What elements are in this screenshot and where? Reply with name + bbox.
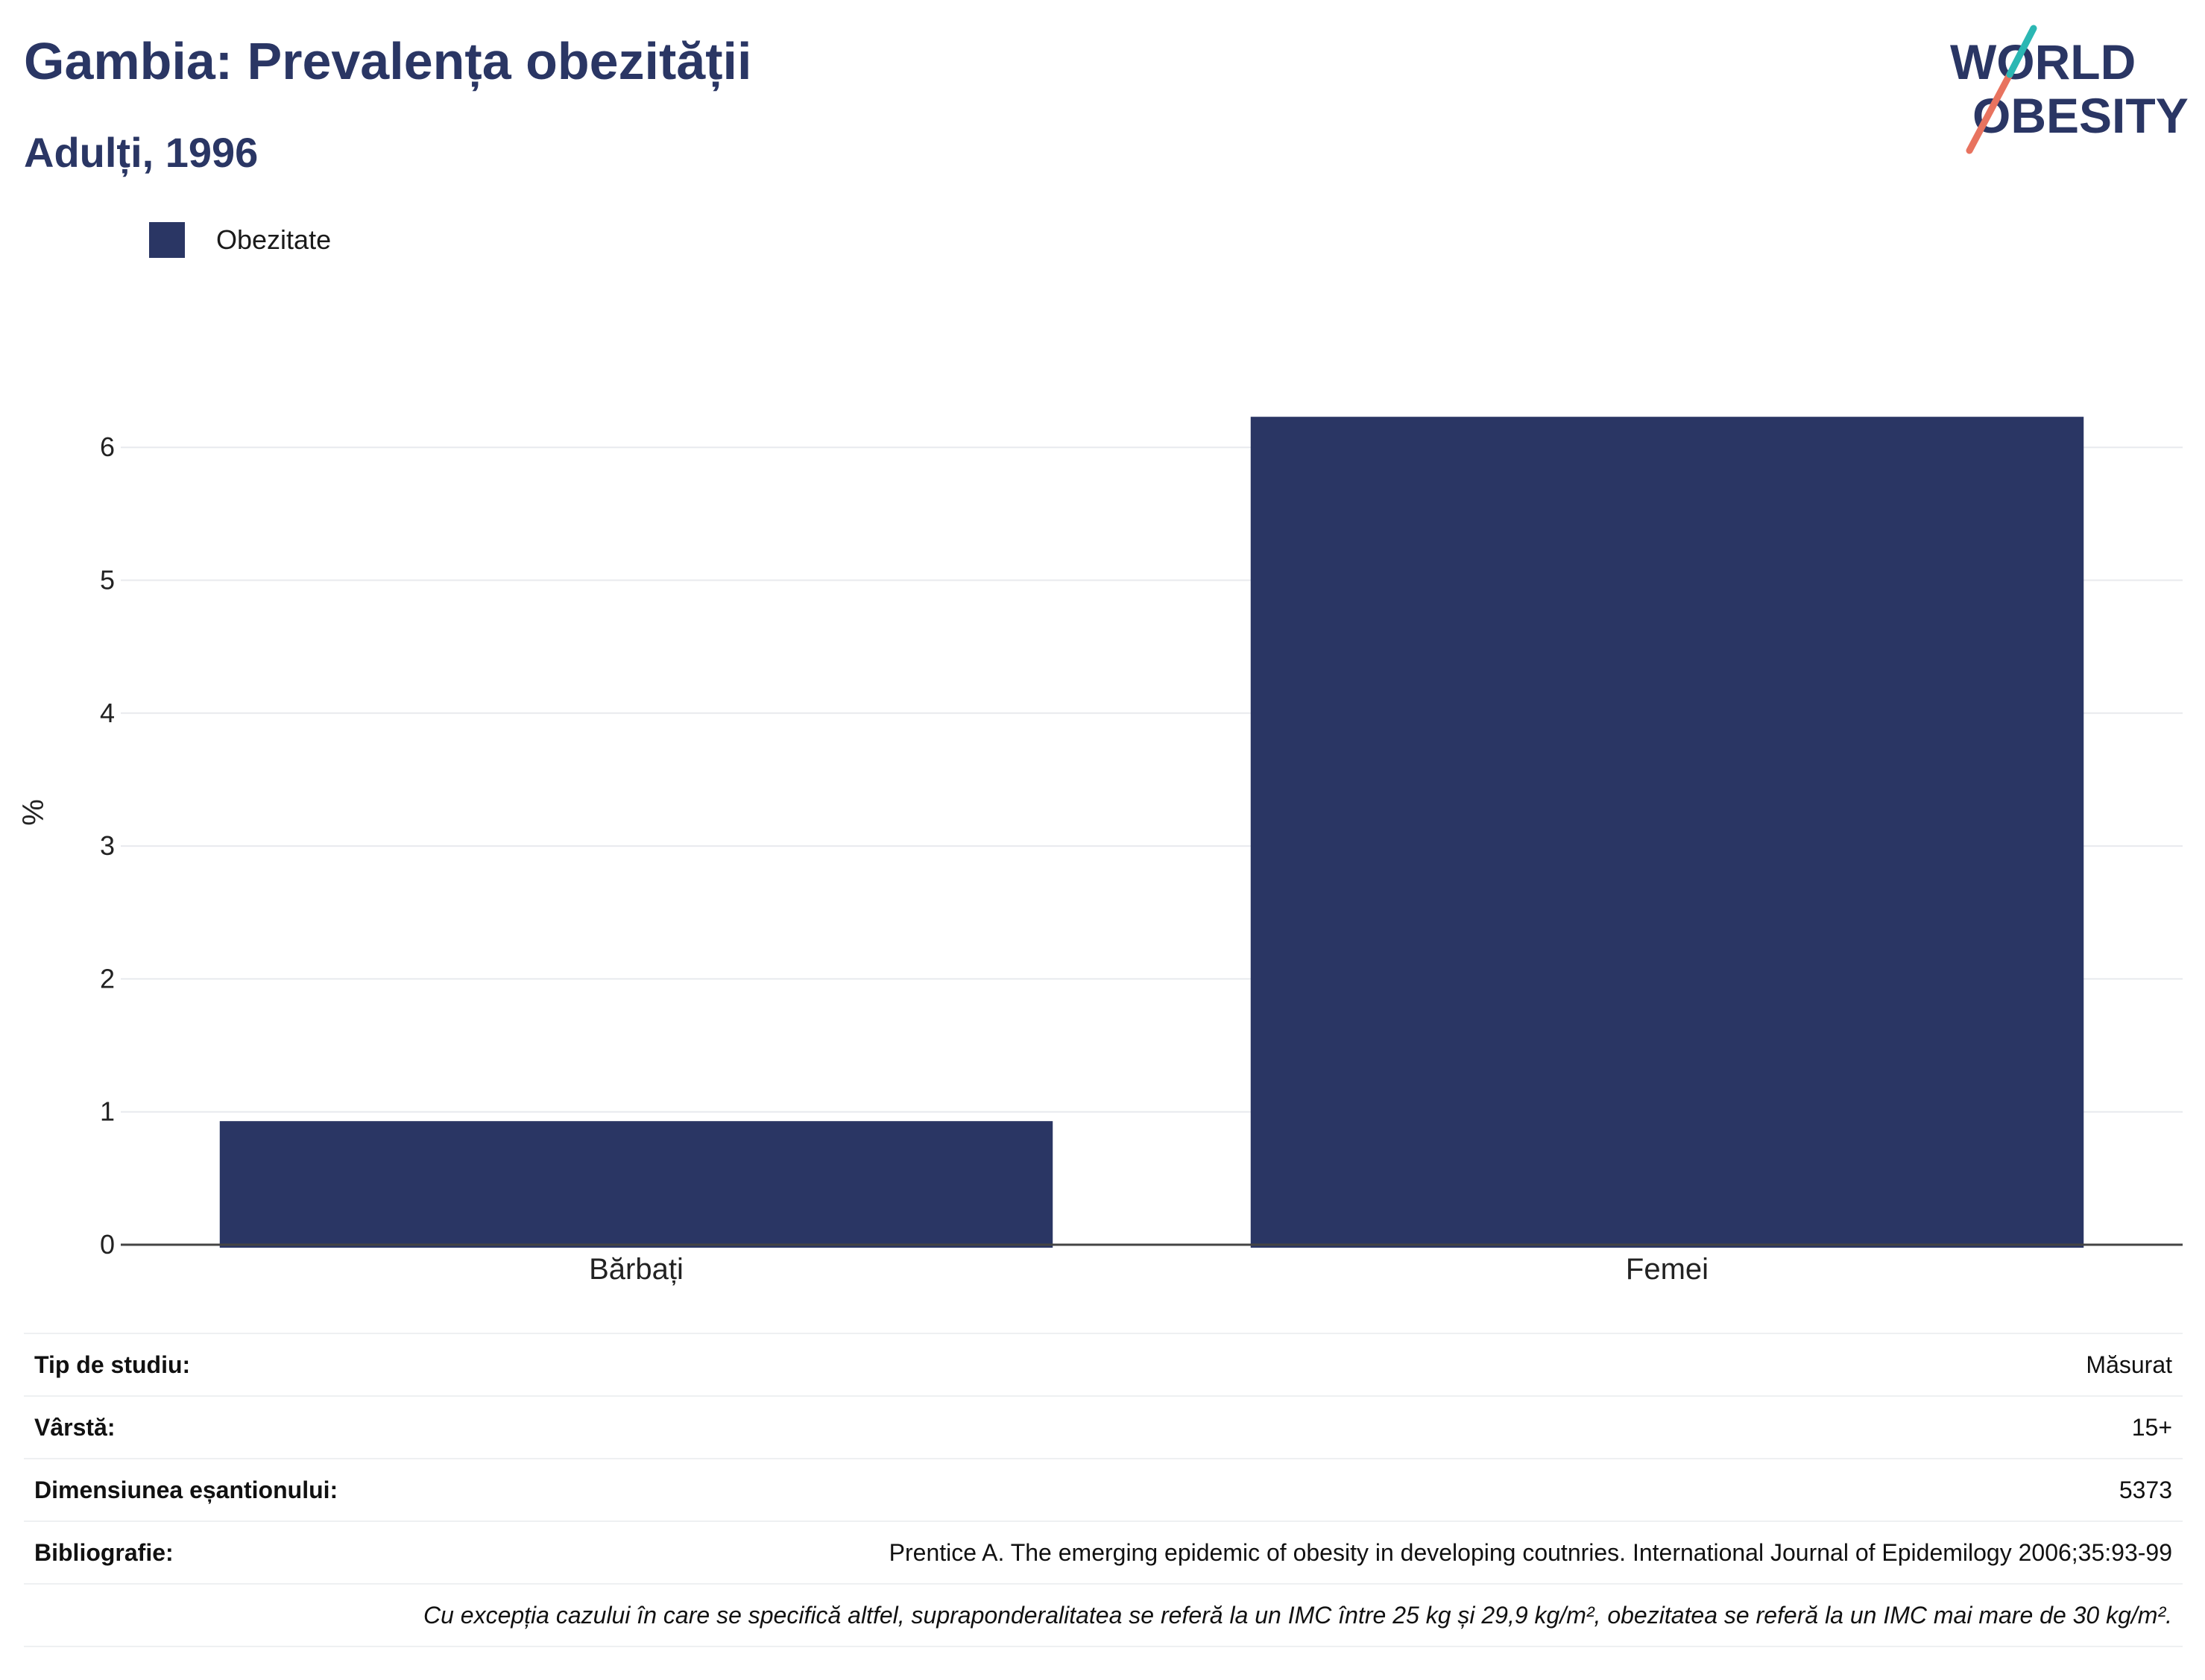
world-obesity-logo: WORLD OBESITY	[1950, 25, 2189, 154]
x-tick-label: Femei	[1626, 1253, 1709, 1286]
chart-subtitle: Adulți, 1996	[24, 129, 259, 176]
bar	[1250, 417, 2084, 1248]
info-row-study-type: Tip de studiu: Măsurat	[24, 1333, 2183, 1396]
logo-line2: OBESITY	[1972, 88, 2189, 143]
info-value-age: 15+	[453, 1395, 2183, 1459]
info-row-sample-size: Dimensiunea eșantionului: 5373	[24, 1458, 2183, 1521]
info-label-age: Vârstă:	[24, 1395, 454, 1459]
x-tick-labels: Bărbați Femei	[589, 1253, 1709, 1286]
y-tick-label: 6	[100, 432, 115, 462]
y-tick-label: 0	[100, 1229, 115, 1260]
y-tick-labels: 0 1 2 3 4 5 6	[100, 432, 115, 1260]
info-row-note: Cu excepția cazului în care se specifică…	[24, 1583, 2183, 1647]
y-tick-label: 4	[100, 698, 115, 728]
y-axis-label: %	[17, 799, 50, 826]
legend-label: Obezitate	[216, 224, 332, 255]
info-value-sample-size: 5373	[453, 1458, 2183, 1521]
y-tick-label: 3	[100, 830, 115, 861]
chart-title: Gambia: Prevalența obezității	[24, 32, 752, 90]
chart-legend[interactable]: Obezitate	[149, 222, 331, 258]
bar-chart: 0 1 2 3 4 5 6 Bărbați Femei %	[17, 417, 2183, 1286]
definition-note: Cu excepția cazului în care se specifică…	[24, 1583, 2183, 1647]
logo-line1: WORLD	[1950, 34, 2136, 89]
y-tick-label: 1	[100, 1096, 115, 1127]
legend-swatch	[149, 222, 185, 258]
study-info-table: Tip de studiu: Măsurat Vârstă: 15+ Dimen…	[24, 1333, 2183, 1647]
logo-slash-teal	[2006, 25, 2037, 78]
bars	[219, 417, 2084, 1248]
x-tick-label: Bărbați	[589, 1253, 684, 1286]
bar	[219, 1121, 1053, 1248]
info-row-age: Vârstă: 15+	[24, 1395, 2183, 1459]
logo-slash-coral	[1966, 71, 2013, 154]
info-value-study-type: Măsurat	[453, 1333, 2183, 1396]
info-label-sample-size: Dimensiunea eșantionului:	[24, 1458, 454, 1521]
info-row-bibliography: Bibliografie: Prentice A. The emerging e…	[24, 1520, 2183, 1584]
info-label-study-type: Tip de studiu:	[24, 1333, 454, 1396]
info-label-bibliography: Bibliografie:	[24, 1520, 454, 1584]
y-tick-label: 5	[100, 565, 115, 596]
y-tick-label: 2	[100, 963, 115, 994]
info-value-bibliography: Prentice A. The emerging epidemic of obe…	[453, 1520, 2183, 1584]
